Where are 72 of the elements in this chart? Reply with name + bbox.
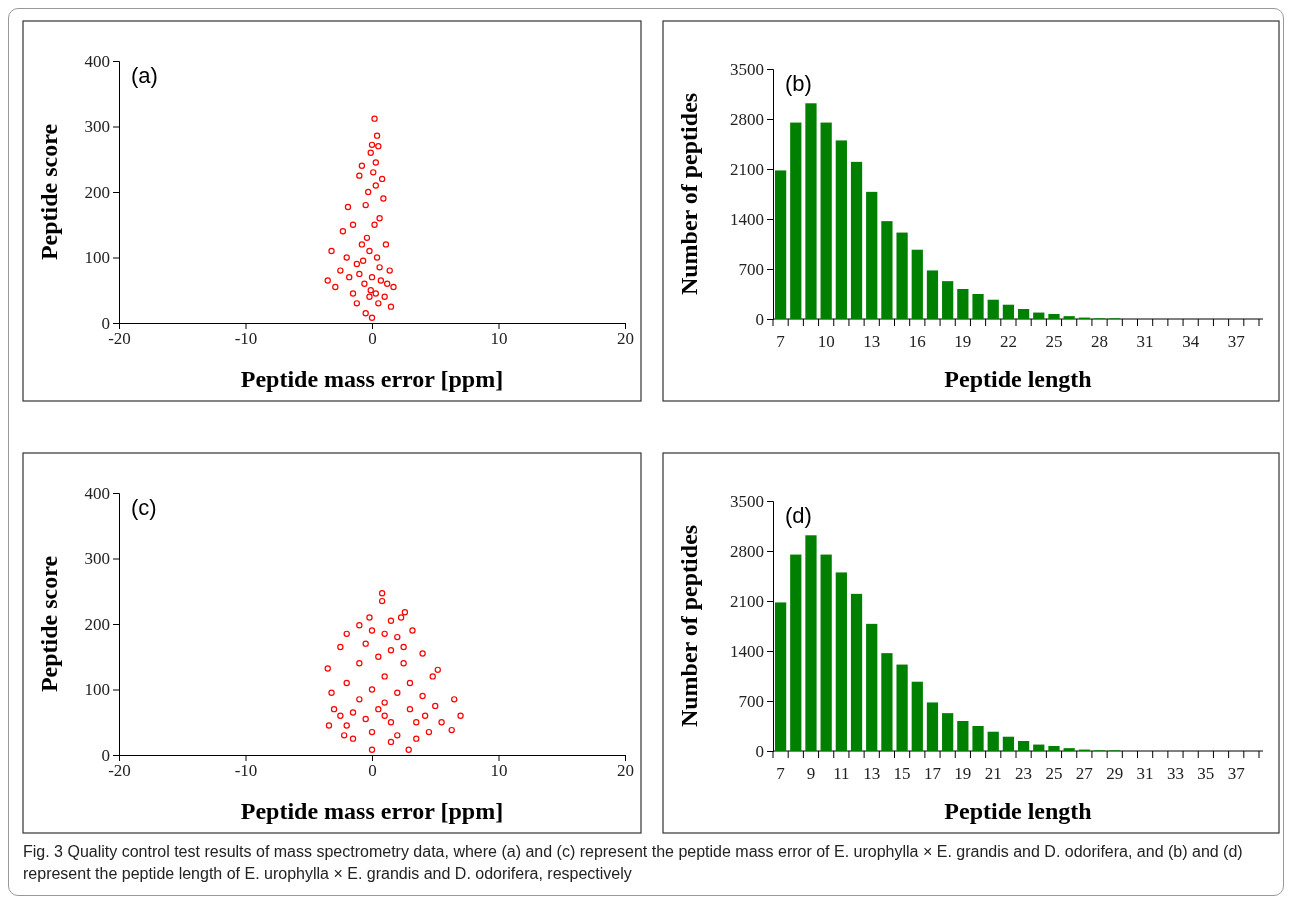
y-tick-label: 700 [738,259,764,279]
y-axis-title: Number of peptides [676,92,702,296]
x-tick-label: 16 [908,332,926,351]
x-tick-label: -20 [108,761,131,781]
x-tick-label: 27 [1075,764,1094,783]
x-axis-title: Peptide length [944,798,1092,824]
y-tick-label: 2800 [730,541,764,561]
y-tick-label: 1400 [730,641,764,661]
x-tick-label: 20 [617,329,634,349]
y-axis-title: Peptide score [36,123,62,261]
x-tick-label: 11 [833,764,850,783]
x-tick-label: -10 [234,761,258,781]
y-tick-label: 200 [84,182,110,202]
y-tick-label: 400 [84,51,110,71]
y-tick-label: 0 [101,313,110,333]
y-tick-label: 1400 [730,209,764,229]
y-axis-title: Number of peptides [676,524,702,728]
x-tick-label: -20 [108,329,131,349]
x-tick-label: 0 [368,329,377,349]
y-axis-title: Peptide score [36,555,62,693]
x-axis-title: Peptide mass error [ppm] [240,798,504,824]
x-tick-label: 31 [1136,764,1154,783]
y-tick-label: 100 [84,248,110,268]
y-tick-label: 0 [755,309,764,329]
y-tick-label: 100 [84,680,110,700]
x-tick-label: 33 [1166,764,1184,783]
x-tick-label: 10 [490,761,508,781]
x-tick-label: 13 [863,332,881,351]
y-tick-label: 2100 [730,159,764,179]
y-tick-label: 3500 [730,59,764,79]
y-tick-label: 0 [101,745,110,765]
x-tick-label: 31 [1136,332,1154,351]
x-tick-label: 19 [954,332,972,351]
y-tick-label: 2100 [730,591,764,611]
x-tick-label: 29 [1106,764,1124,783]
x-tick-label: 23 [1015,764,1033,783]
x-tick-label: 9 [806,764,816,783]
x-tick-label: 7 [776,332,786,351]
chart-title: (b) [785,71,812,96]
y-tick-label: 0 [755,741,764,761]
x-tick-label: 10 [817,332,835,351]
x-axis-title: Peptide mass error [ppm] [240,366,504,392]
y-tick-label: 400 [84,483,110,503]
y-tick-label: 3500 [730,491,764,511]
chart-title: (c) [131,495,157,520]
x-tick-label: 21 [984,764,1002,783]
x-tick-label: 13 [863,764,881,783]
y-tick-label: 200 [84,614,110,634]
chart-title: (a) [131,63,158,88]
caption: Fig. 3 Quality control test results of mass spectrometry data, where (a) and (c) represent the peptide mass error of E. urophylla × E. grandis and D. odorifera, and (b) and (d) represent the peptide length of E. urophylla × E. grandis and D. odorifera, respectively [22,842,1244,884]
x-tick-label: 28 [1091,332,1109,351]
x-tick-label: 37 [1227,332,1246,351]
x-tick-label: 15 [893,764,911,783]
x-tick-label: 22 [999,332,1017,351]
x-tick-label: 17 [923,764,942,783]
y-tick-label: 2800 [730,109,764,129]
x-tick-label: 25 [1045,332,1063,351]
x-tick-label: 25 [1045,764,1063,783]
x-tick-label: 34 [1182,332,1200,351]
x-tick-label: 35 [1197,764,1215,783]
x-tick-label: 10 [490,329,508,349]
x-tick-label: 7 [776,764,786,783]
x-tick-label: 0 [368,761,377,781]
chart-title: (d) [785,503,812,528]
y-tick-label: 300 [84,117,110,137]
x-tick-label: 20 [617,761,634,781]
x-tick-label: 37 [1227,764,1246,783]
y-tick-label: 700 [738,691,764,711]
y-tick-label: 300 [84,549,110,569]
x-tick-label: 19 [954,764,972,783]
x-tick-label: -10 [234,329,258,349]
x-axis-title: Peptide length [944,366,1092,392]
